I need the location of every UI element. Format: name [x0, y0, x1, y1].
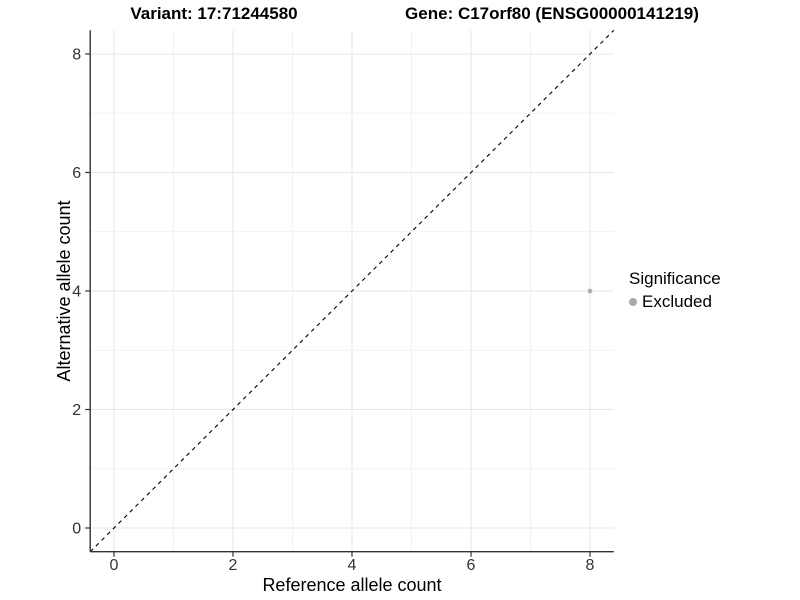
x-tick-label: 2: [229, 557, 238, 574]
y-tick-label: 4: [72, 284, 81, 301]
x-tick-label: 0: [110, 557, 119, 574]
excluded-point-icon: [629, 298, 637, 306]
y-tick-label: 6: [72, 165, 81, 182]
identity-line: [89, 29, 615, 553]
data-point-excluded: [587, 288, 593, 294]
legend-title: Significance: [629, 269, 721, 288]
y-tick-label: 0: [72, 521, 81, 538]
x-axis-title: Reference allele count: [262, 575, 442, 595]
legend-item-excluded: Excluded: [629, 292, 721, 312]
y-tick-label: 2: [72, 402, 81, 419]
legend-item-label: Excluded: [642, 292, 712, 311]
x-tick-label: 4: [348, 557, 357, 574]
x-tick-label: 8: [586, 557, 595, 574]
legend: Significance Excluded: [629, 269, 721, 312]
x-tick-label: 6: [467, 557, 476, 574]
gene-title: Gene: C17orf80 (ENSG00000141219): [405, 4, 699, 23]
y-tick-label: 8: [72, 47, 81, 64]
y-axis-title: Alternative allele count: [54, 200, 74, 382]
variant-title: Variant: 17:71244580: [130, 4, 298, 23]
